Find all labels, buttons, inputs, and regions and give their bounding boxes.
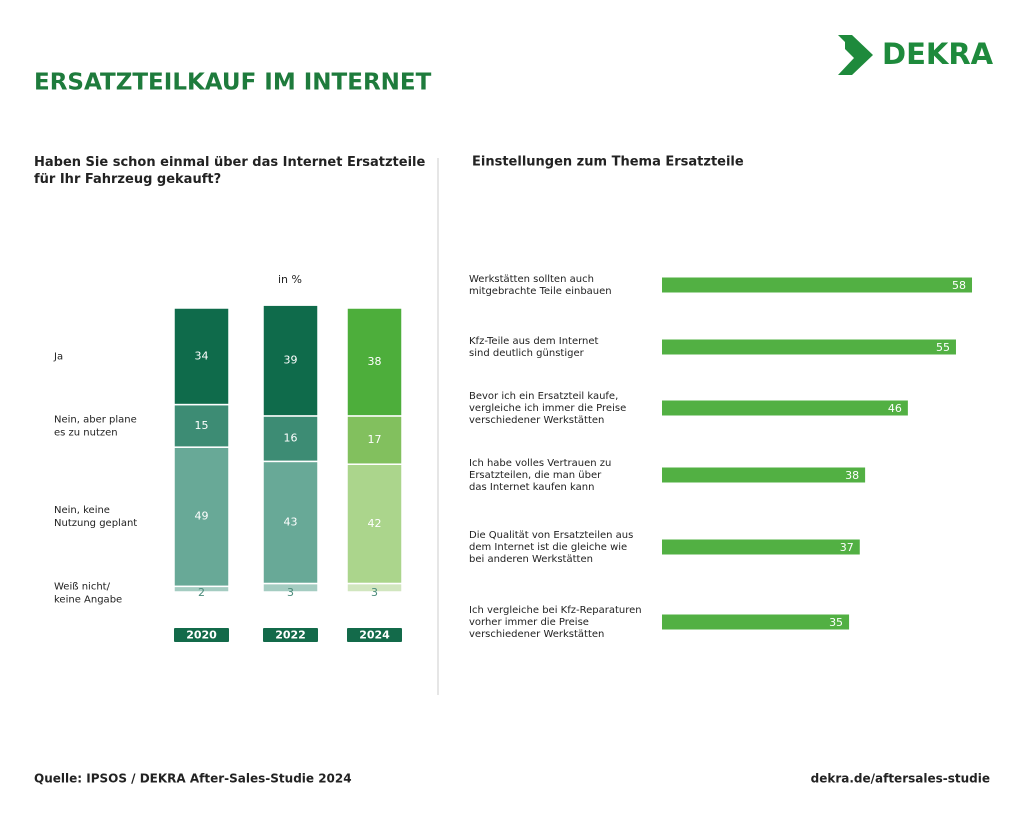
value-label: 35 (829, 616, 843, 629)
year-box (263, 628, 318, 642)
value-label: 15 (195, 419, 209, 432)
x-tick-label: 2024 (359, 629, 390, 642)
year-box (347, 628, 402, 642)
value-label: 55 (936, 341, 950, 354)
legend-label: Weiß nicht/keine Angabe (54, 582, 122, 606)
bar-segment (173, 403, 230, 448)
category-label: Bevor ich ein Ersatzteil kaufe, vergleich… (469, 391, 626, 426)
bar-segment (346, 307, 403, 417)
value-label: 39 (284, 354, 298, 367)
value-label: 49 (195, 510, 209, 523)
legend-label: Nein, aber plane es zu nutzen (54, 414, 137, 438)
value-label: 38 (845, 469, 859, 482)
value-label: 17 (368, 433, 382, 446)
bar-segment (173, 446, 230, 588)
value-label: 2 (198, 586, 205, 599)
value-label: 37 (840, 541, 854, 554)
bar-segment (346, 463, 403, 585)
value-label: 34 (195, 349, 209, 362)
value-label: 58 (952, 279, 966, 292)
bar (662, 467, 866, 483)
legend-label: Nein, keine Nutzung geplant (54, 505, 137, 529)
unit-label: in % (278, 273, 302, 286)
bar (662, 400, 908, 416)
logo-text: DEKRA (882, 37, 994, 71)
x-tick-label: 2020 (186, 629, 217, 642)
right-chart-title: Einstellungen zum Thema Ersatzteile (472, 155, 744, 170)
value-label: 38 (368, 355, 382, 368)
bar-segment (262, 460, 319, 585)
bar (662, 277, 973, 293)
value-label: 43 (284, 515, 298, 528)
bar-segment (262, 415, 319, 463)
value-label: 3 (371, 586, 378, 599)
logo: DEKRA (838, 35, 994, 75)
value-label: 42 (368, 517, 382, 530)
category-label: Kfz-Teile aus dem Internet sind deutlich … (469, 336, 599, 359)
category-label: Die Qualität von Ersatzteilen aus dem Int… (469, 530, 633, 565)
url: dekra.de/aftersales-studie (811, 772, 990, 786)
legend-label: Ja (53, 351, 63, 362)
bar-segment (262, 304, 319, 417)
bar-segment (346, 415, 403, 465)
bar (662, 339, 956, 355)
category-label: Ich vergleiche bei Kfz-Reparaturen vorher… (469, 605, 642, 640)
category-label: Ich habe volles Vertrauen zu Ersatzteilen… (469, 458, 611, 493)
category-label: Werkstätten sollten auch mitgebrachte Tei… (469, 274, 612, 297)
bar (662, 614, 850, 630)
source: Quelle: IPSOS / DEKRA After-Sales-Studie… (34, 772, 352, 786)
value-label: 16 (284, 432, 298, 445)
left-chart-title: Haben Sie schon einmal über das Internet… (34, 155, 425, 187)
year-box (174, 628, 229, 642)
bar-segment (173, 307, 230, 406)
page-title: ERSATZTEILKAUF IM INTERNET (34, 70, 432, 96)
bar (662, 539, 860, 555)
logo-icon (838, 35, 873, 75)
x-tick-label: 2022 (275, 629, 306, 642)
value-label: 46 (888, 402, 902, 415)
value-label: 3 (287, 586, 294, 599)
